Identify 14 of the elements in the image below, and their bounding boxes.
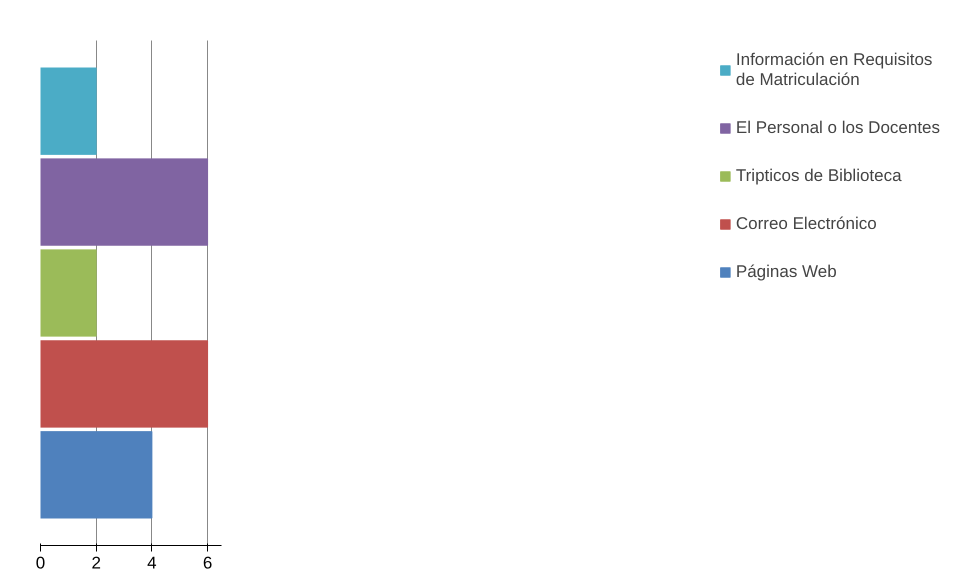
x-tick-label: 6 (202, 554, 212, 572)
legend-label: Correo Electrónico (736, 214, 877, 234)
bar (40, 158, 208, 246)
legend-label: Páginas Web (736, 262, 837, 282)
bar (40, 68, 97, 155)
legend-label: El Personal o los Docentes (736, 118, 940, 138)
x-tick-label: 4 (147, 554, 157, 572)
bar (40, 431, 152, 518)
legend-label: Información en Requisitos de Matriculación (736, 50, 932, 90)
x-tick-label: 0 (36, 554, 46, 572)
bar (40, 249, 97, 337)
bar (40, 340, 208, 428)
legend-label: Tripticos de Biblioteca (736, 166, 902, 186)
x-tick-label: 2 (91, 554, 101, 572)
